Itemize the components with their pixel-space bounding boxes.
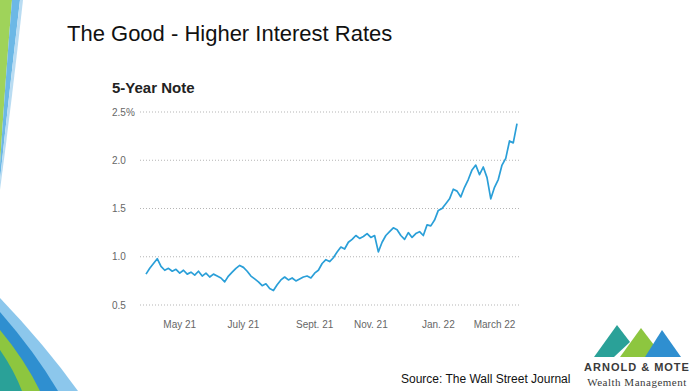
y-axis: 0.5 1.0 1.5 2.0 2.5% <box>112 107 519 311</box>
slide: The Good - Higher Interest Rates 5-Year N… <box>0 0 700 391</box>
y-tick-label: 2.5% <box>112 107 135 118</box>
decoration <box>0 0 78 391</box>
logo-tagline: Wealth Management <box>587 376 687 388</box>
source: Source: The Wall Street Journal <box>401 372 570 386</box>
grid-line <box>140 112 519 113</box>
plot-area <box>146 124 517 291</box>
x-tick-label: March 22 <box>474 319 516 330</box>
grid-line <box>140 256 519 257</box>
logo: ARNOLD & MOTE Wealth Management <box>584 325 690 388</box>
slide-title: The Good - Higher Interest Rates <box>67 21 392 46</box>
swoosh <box>0 350 22 391</box>
line-series <box>146 124 517 291</box>
x-tick-label: Jan. 22 <box>422 319 455 330</box>
swoosh <box>0 312 58 391</box>
swoosh <box>0 298 78 391</box>
grid-line <box>140 208 519 209</box>
swoosh <box>0 0 23 190</box>
x-axis: May 21 July 21 Sept. 21 Nov. 21 Jan. 22 March… <box>163 319 515 330</box>
x-tick-label: May 21 <box>163 319 196 330</box>
y-tick-label: 1.0 <box>112 251 126 262</box>
logo-shape <box>645 330 681 357</box>
y-tick-label: 0.5 <box>112 300 126 311</box>
y-tick-label: 1.5 <box>112 203 126 214</box>
x-tick-label: Sept. 21 <box>296 319 334 330</box>
logo-name: ARNOLD & MOTE <box>584 361 690 373</box>
x-tick-label: Nov. 21 <box>354 319 388 330</box>
chart-title: 5-Year Note <box>112 79 195 96</box>
y-tick-label: 2.0 <box>112 155 126 166</box>
x-tick-label: July 21 <box>228 319 260 330</box>
grid-line <box>140 305 519 306</box>
swoosh <box>0 330 40 391</box>
grid-line <box>140 160 519 161</box>
